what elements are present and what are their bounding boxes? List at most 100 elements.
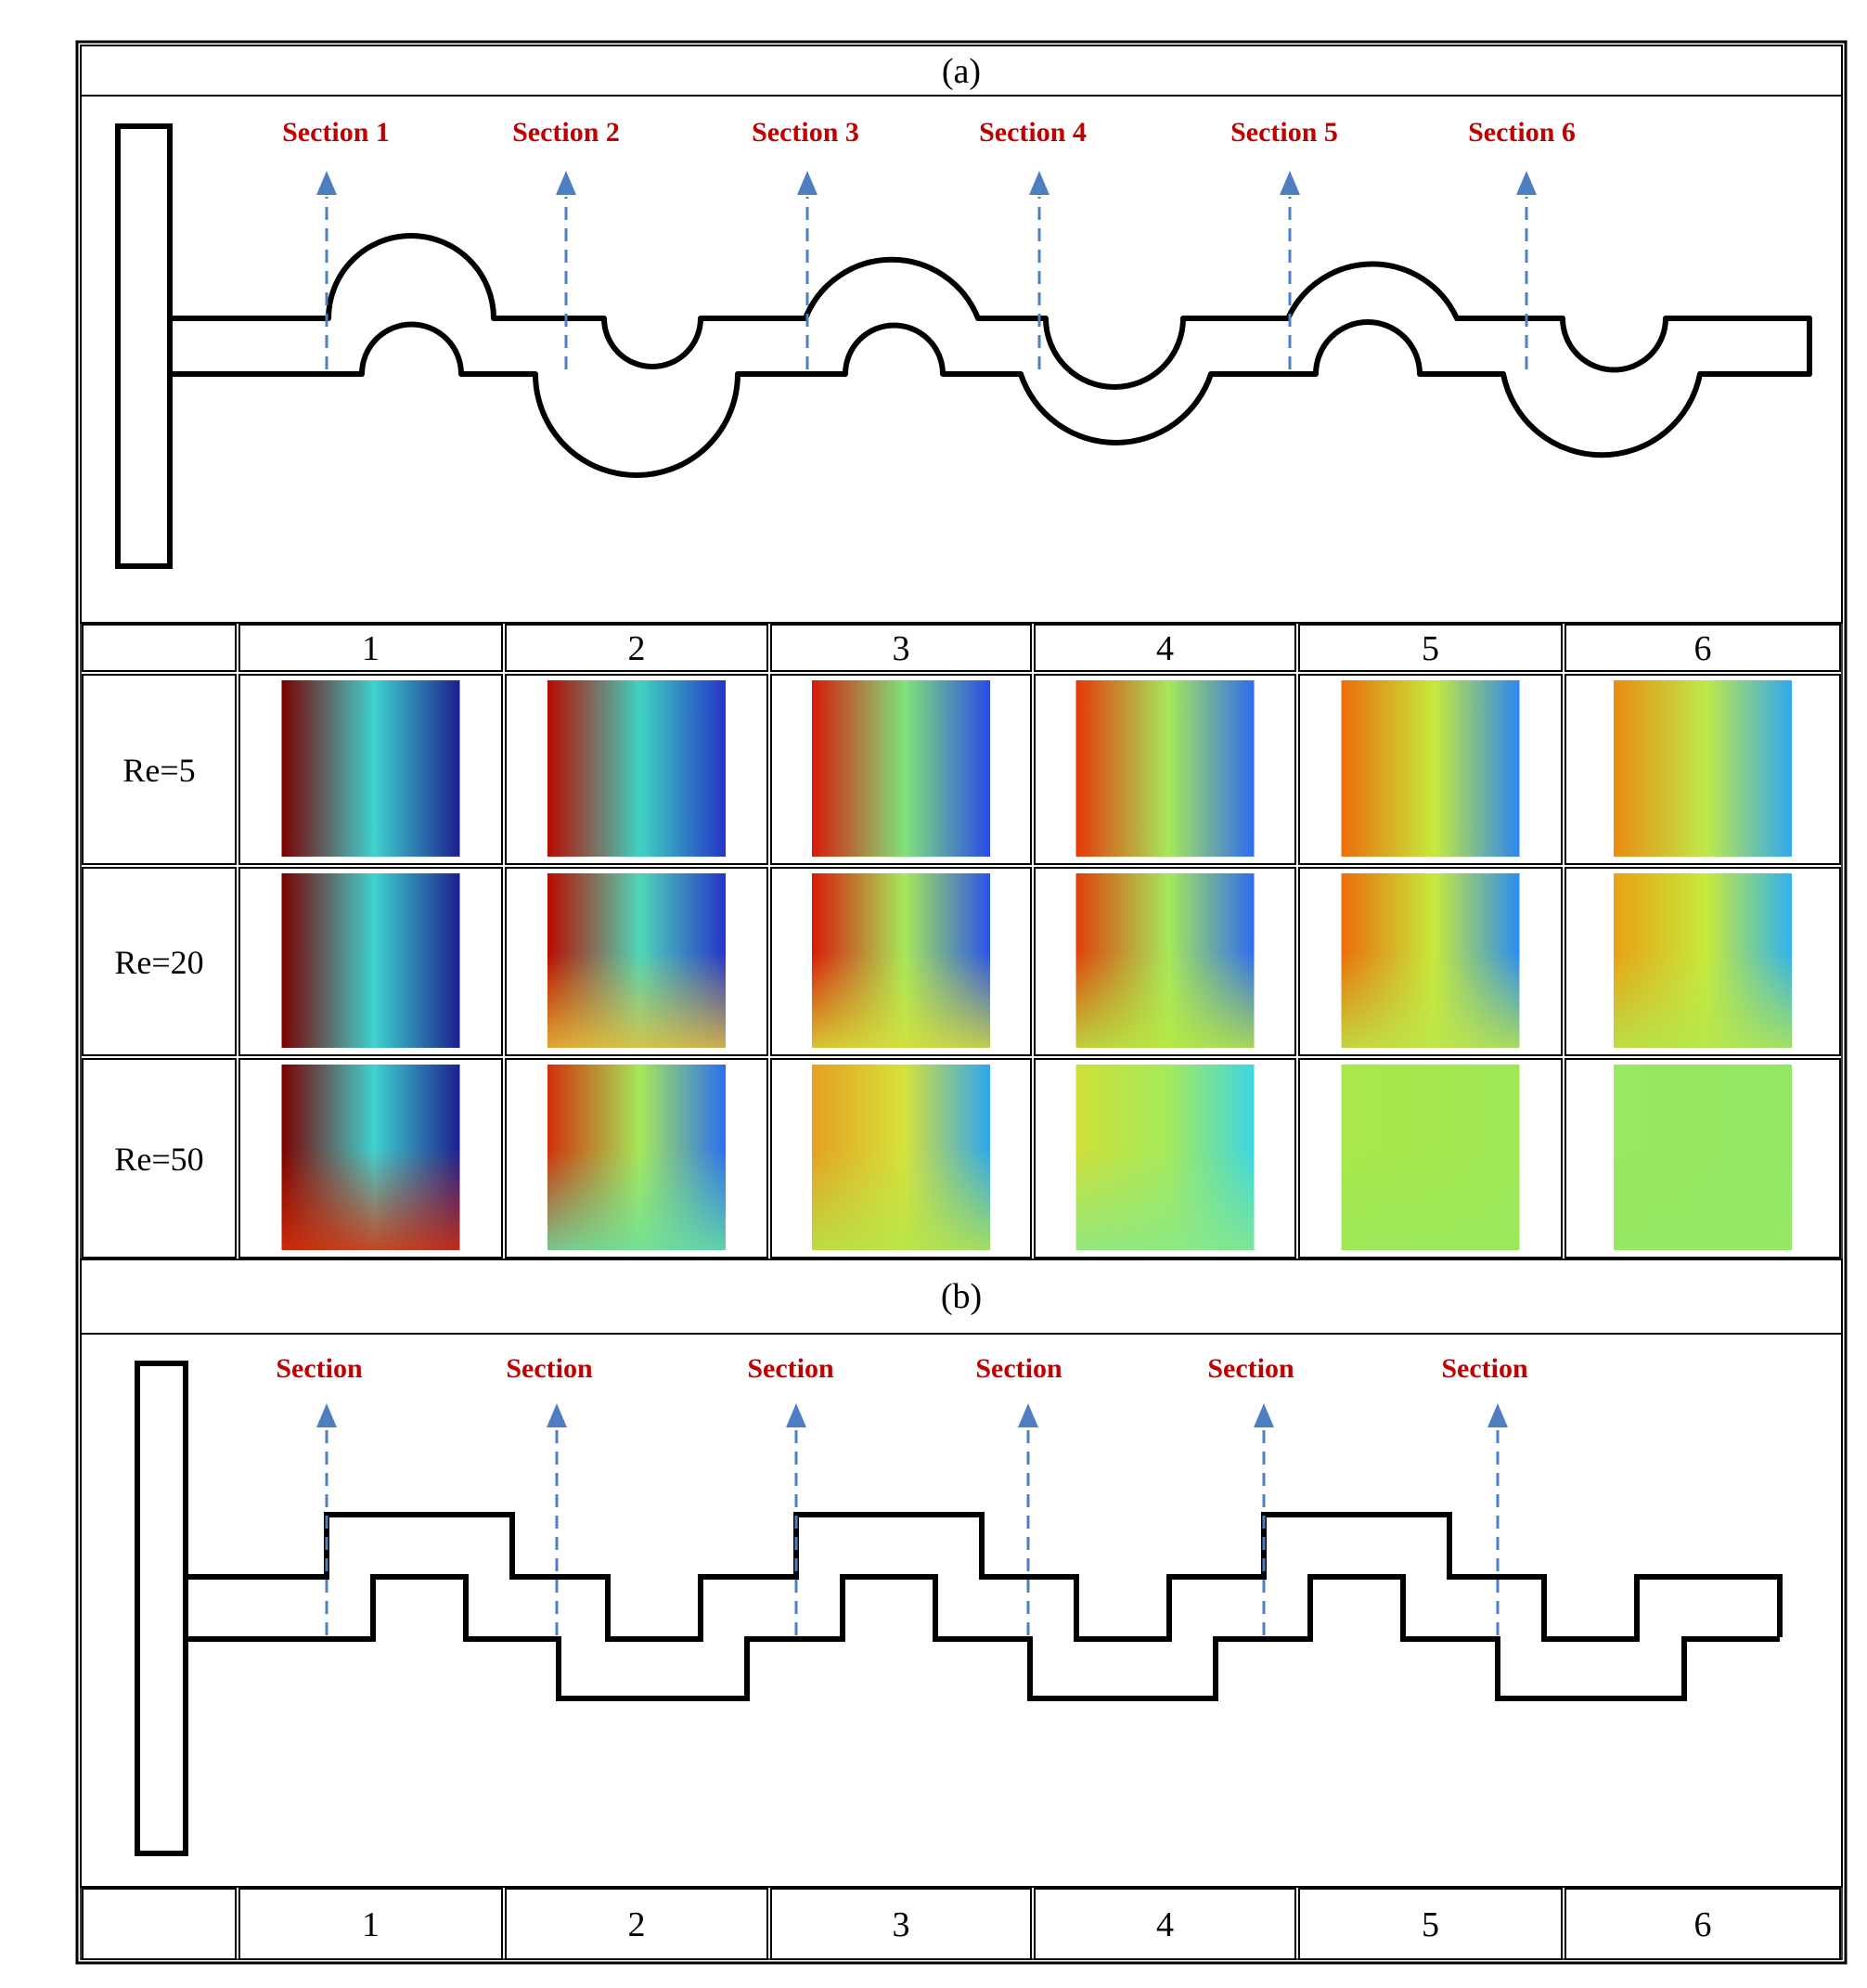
contour-map xyxy=(281,873,460,1048)
header-cell xyxy=(505,624,768,672)
section-marker-b: Section xyxy=(1441,1353,1528,1635)
column-label: 5 xyxy=(1422,629,1439,668)
section-arrowhead xyxy=(797,171,818,195)
column-label: 3 xyxy=(893,629,910,668)
header-cell xyxy=(1564,1888,1841,1960)
map-cell xyxy=(1564,1058,1841,1259)
column-label: 1 xyxy=(362,629,380,668)
section-marker-a: Section 3 xyxy=(752,117,859,369)
section-marker-b: Section xyxy=(276,1353,363,1635)
map-cell xyxy=(505,674,768,865)
section-marker-b: Section xyxy=(975,1353,1062,1635)
panel-b-section-markers: Section Section Section Section Section Secti… xyxy=(276,1353,1528,1635)
contour-map-overlay xyxy=(547,873,726,1048)
map-cell xyxy=(1564,867,1841,1056)
map-cell xyxy=(1034,674,1296,865)
section-arrowhead xyxy=(1487,1403,1508,1427)
section-label: Section 3 xyxy=(752,117,859,148)
column-label: 4 xyxy=(1156,629,1174,668)
section-label: Section xyxy=(975,1353,1062,1384)
section-arrowhead xyxy=(1280,171,1300,195)
section-arrowhead xyxy=(556,171,576,195)
header-cell xyxy=(1298,624,1563,672)
map-cell xyxy=(1034,1058,1296,1259)
section-label: Section xyxy=(506,1353,593,1384)
map-cell xyxy=(238,1058,503,1259)
outer-frame xyxy=(75,40,1848,1965)
panel-a-section-markers: Section 1 Section 2 Section 3 Section 4 Sect… xyxy=(282,117,1576,369)
section-marker-b: Section xyxy=(506,1353,593,1635)
bottom-column-row: 1 2 3 4 5 6 xyxy=(82,1888,1841,1960)
contour-map-overlay xyxy=(1614,1065,1792,1250)
header-cell xyxy=(82,1888,237,1960)
header-cell xyxy=(1034,1888,1296,1960)
section-arrowhead xyxy=(1254,1403,1274,1427)
contour-map-overlay xyxy=(812,1065,990,1250)
column-label: 6 xyxy=(1694,1905,1712,1944)
map-cell xyxy=(238,867,503,1056)
rectangular-channel-schematic xyxy=(135,1361,1783,1856)
section-marker-a: Section 5 xyxy=(1230,117,1338,369)
header-cell xyxy=(770,1888,1032,1960)
section-label: Section 2 xyxy=(512,117,620,148)
header-cell xyxy=(505,1888,768,1960)
section-marker-a: Section 6 xyxy=(1468,117,1576,369)
contour-map xyxy=(812,680,990,857)
map-cell xyxy=(1034,867,1296,1056)
contour-map-overlay xyxy=(1341,873,1520,1048)
contour-map-overlay xyxy=(812,873,990,1048)
header-cell xyxy=(1564,624,1841,672)
map-cell xyxy=(1298,867,1563,1056)
reynolds-label: Re=20 xyxy=(114,944,203,981)
contour-map xyxy=(281,680,460,857)
map-cell xyxy=(1298,674,1563,865)
contour-map-grid: Re=5 Re=20 Re=50 xyxy=(82,674,1841,1259)
map-cell xyxy=(770,674,1032,865)
section-label: Section xyxy=(1207,1353,1294,1384)
panel-a-label: (a) xyxy=(942,52,981,91)
section-marker-b: Section xyxy=(1207,1353,1294,1635)
channel-wall-lower xyxy=(186,1574,1780,1701)
section-marker-a: Section 1 xyxy=(282,117,390,369)
section-marker-a: Section 2 xyxy=(512,117,620,369)
contour-map-overlay xyxy=(281,1065,460,1250)
inlet-t-bar-b xyxy=(135,1361,188,1856)
curved-channel-schematic xyxy=(115,123,1812,569)
column-label: 6 xyxy=(1694,629,1712,668)
section-marker-a: Section 4 xyxy=(979,117,1087,369)
contour-map-overlay xyxy=(1341,1065,1520,1250)
channel-wall xyxy=(170,233,1812,478)
header-cell xyxy=(82,624,237,672)
panel-b-label: (b) xyxy=(941,1277,982,1316)
header-cell xyxy=(238,1888,503,1960)
map-cell xyxy=(505,867,768,1056)
section-label: Section 5 xyxy=(1230,117,1338,148)
panel-a-schematic-cell xyxy=(80,95,1843,624)
section-arrowhead xyxy=(1018,1403,1038,1427)
section-label: Section xyxy=(747,1353,834,1384)
contour-map xyxy=(1075,680,1255,857)
reynolds-label: Re=50 xyxy=(114,1141,203,1178)
map-cell xyxy=(1564,674,1841,865)
section-arrowhead xyxy=(1516,171,1537,195)
map-cell xyxy=(770,867,1032,1056)
contour-row: Re=5 xyxy=(82,674,1841,865)
row-label-cell xyxy=(82,674,237,865)
contour-map-overlay xyxy=(1075,873,1255,1048)
map-cell xyxy=(1298,1058,1563,1259)
channel-wall-upper xyxy=(186,1512,1783,1642)
section-arrowhead xyxy=(786,1403,806,1427)
map-cell xyxy=(505,1058,768,1259)
section-label: Section 6 xyxy=(1468,117,1576,148)
contour-map-overlay xyxy=(1614,873,1792,1048)
inlet-t-bar xyxy=(115,123,173,569)
contour-row: Re=50 xyxy=(82,1058,1841,1259)
row-label-cell xyxy=(82,867,237,1056)
section-arrowhead xyxy=(316,171,337,195)
panel-b-schematic-cell xyxy=(80,1333,1843,1888)
section-arrowhead xyxy=(547,1403,567,1427)
header-cell xyxy=(770,624,1032,672)
map-cell xyxy=(238,674,503,865)
contour-map-overlay xyxy=(547,1065,726,1250)
